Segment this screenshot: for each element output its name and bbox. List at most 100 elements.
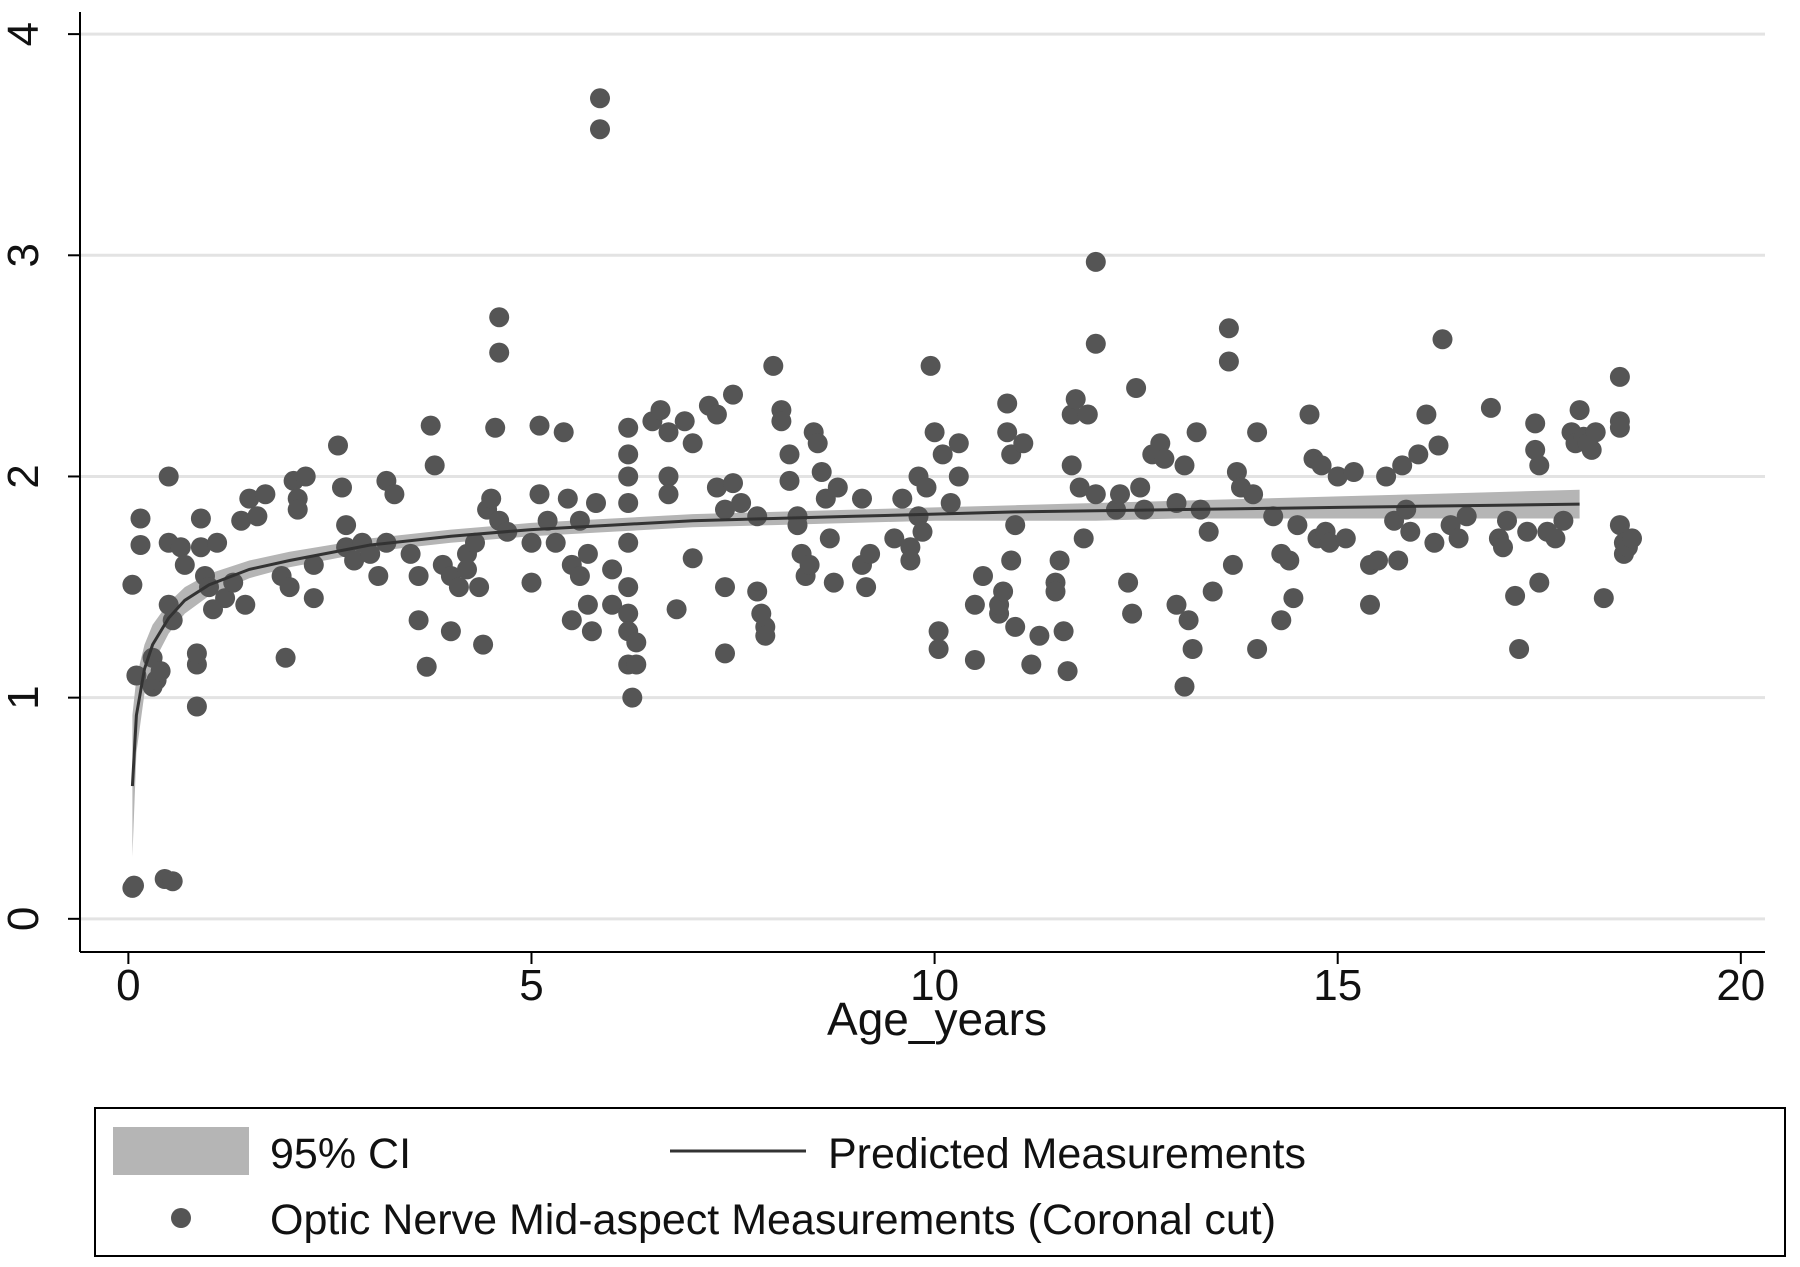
data-point <box>122 574 143 595</box>
data-point <box>457 559 477 580</box>
tick-labels: 0 1 2 3 4 0 5 10 15 20 <box>0 22 1765 1010</box>
data-point <box>1517 521 1538 542</box>
data-point <box>928 639 949 659</box>
data-point <box>1416 404 1437 425</box>
x-tick-label-5: 5 <box>519 961 543 1010</box>
data-point <box>993 581 1014 602</box>
data-point <box>561 610 582 631</box>
data-point <box>1029 625 1050 646</box>
data-point <box>940 493 961 513</box>
data-point <box>779 444 800 465</box>
data-point <box>416 656 437 677</box>
data-point <box>715 643 735 664</box>
data-point <box>529 484 550 505</box>
y-tick-label-0: 0 <box>0 907 48 931</box>
data-point <box>892 488 913 509</box>
data-point <box>715 499 735 520</box>
data-point <box>1609 515 1630 536</box>
data-point <box>1525 413 1546 434</box>
data-point <box>186 696 207 717</box>
data-point <box>618 603 639 624</box>
data-point <box>852 488 872 509</box>
data-point <box>682 548 703 569</box>
legend-box <box>94 1107 1786 1257</box>
data-point <box>158 466 179 487</box>
data-point <box>465 532 485 553</box>
data-point <box>440 621 461 642</box>
data-point <box>1448 528 1469 549</box>
data-point <box>303 588 324 609</box>
data-point <box>1013 433 1034 454</box>
data-point <box>303 554 324 575</box>
data-point <box>287 499 308 520</box>
data-point <box>618 532 639 553</box>
data-point <box>275 647 296 668</box>
data-point <box>344 550 365 571</box>
data-point <box>569 566 590 586</box>
data-point <box>1283 588 1304 609</box>
data-point <box>1505 585 1526 606</box>
data-point <box>1077 404 1098 425</box>
data-point <box>336 515 357 536</box>
data-point <box>1150 433 1171 454</box>
data-point <box>590 119 610 140</box>
fit-line <box>130 502 1580 787</box>
data-point <box>130 535 151 555</box>
data-point <box>1335 528 1356 549</box>
data-point <box>1069 477 1090 498</box>
axes <box>68 12 1765 964</box>
data-point <box>1174 676 1195 697</box>
data-point <box>489 307 510 328</box>
data-point <box>1360 594 1380 615</box>
data-point <box>807 433 828 454</box>
data-point <box>823 572 844 593</box>
data-point <box>731 493 752 513</box>
data-point <box>618 493 639 513</box>
data-point <box>1053 621 1074 642</box>
data-point <box>1154 448 1175 469</box>
data-point <box>948 433 969 454</box>
data-point <box>521 572 542 593</box>
data-point <box>215 588 236 609</box>
data-point <box>158 594 179 615</box>
data-point <box>827 477 848 498</box>
data-point <box>231 510 252 531</box>
data-point <box>537 510 558 531</box>
x-tick-label-20: 20 <box>1716 961 1765 1010</box>
data-point <box>1182 639 1203 659</box>
data-point <box>1529 455 1550 476</box>
data-point <box>1001 550 1022 571</box>
data-point <box>1226 462 1247 482</box>
data-point <box>618 417 639 438</box>
data-point <box>1569 400 1590 421</box>
data-point <box>1174 455 1195 476</box>
data-point <box>856 577 877 598</box>
data-point <box>900 550 921 571</box>
data-point <box>1319 532 1340 553</box>
data-point <box>485 417 506 438</box>
data-point <box>964 650 985 670</box>
x-axis-title: Age_years <box>827 993 1047 1045</box>
data-point <box>787 515 808 536</box>
data-point <box>1065 389 1086 410</box>
data-point <box>577 594 598 615</box>
data-point <box>650 400 671 421</box>
data-point <box>860 543 881 564</box>
data-point <box>747 506 768 527</box>
data-point <box>1585 422 1606 443</box>
data-point <box>723 384 743 405</box>
data-point <box>964 594 985 615</box>
data-point <box>1085 333 1106 354</box>
data-point <box>1271 610 1292 631</box>
data-point <box>1609 366 1630 387</box>
data-point <box>384 484 405 505</box>
data-point <box>1021 654 1042 675</box>
data-point <box>1263 506 1284 527</box>
data-point <box>908 506 929 527</box>
data-point <box>186 643 207 664</box>
data-point <box>190 537 211 558</box>
data-point <box>1456 506 1477 527</box>
data-point <box>557 488 578 509</box>
data-point <box>1432 329 1453 350</box>
